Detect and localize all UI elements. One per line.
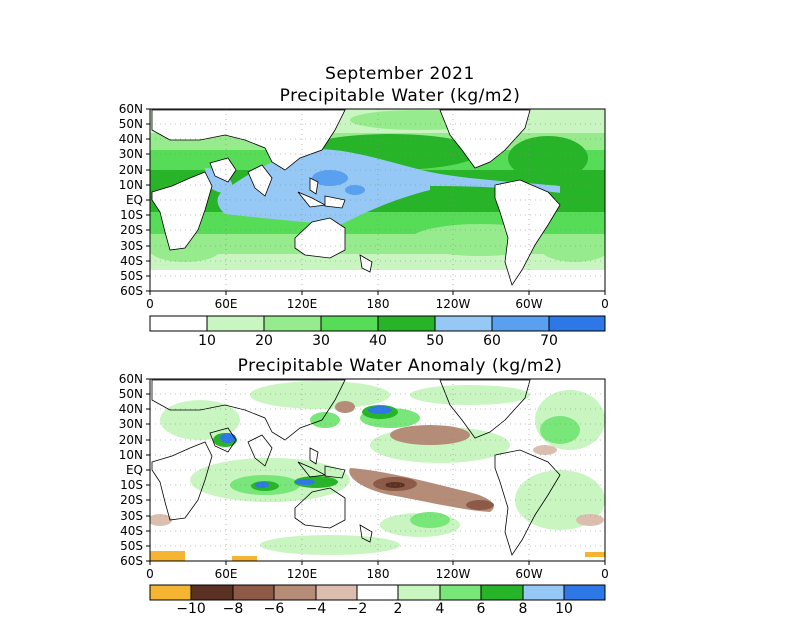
figure-title: September 2021 <box>325 64 475 84</box>
lat-label: 40N <box>118 402 143 416</box>
colorbar-label: −4 <box>305 601 327 617</box>
colorbar-label: 50 <box>426 333 444 349</box>
colorbar-label: 20 <box>255 333 273 349</box>
lat-label: 50N <box>118 117 143 131</box>
colorbar-label: 4 <box>435 601 445 617</box>
colorbar-label: −6 <box>263 601 285 617</box>
lat-label: 10N <box>118 448 143 462</box>
colorbar-label: 6 <box>476 601 486 617</box>
lat-label: 20N <box>118 163 143 177</box>
lat-label: 60S <box>120 284 143 298</box>
lon-label: 120W <box>435 297 471 311</box>
colorbar-label: 60 <box>483 333 501 349</box>
lon-label: 0 <box>601 297 609 311</box>
colorbar-label: −2 <box>346 601 368 617</box>
lat-label: 60N <box>118 372 143 386</box>
lon-label: 0 <box>146 567 154 581</box>
lat-label: 10S <box>120 478 143 492</box>
lat-label: 20S <box>120 223 143 237</box>
panel1-title: Precipitable Water (kg/m2) <box>279 86 521 106</box>
lat-label: 40S <box>120 254 143 268</box>
colorbar-label: 70 <box>540 333 558 349</box>
lon-label: 120E <box>286 567 318 581</box>
lat-label: 40S <box>120 524 143 538</box>
lat-label: 50S <box>120 539 143 553</box>
lat-label: 10N <box>118 178 143 192</box>
colorbar-label: −8 <box>222 601 244 617</box>
lat-label: 20S <box>120 493 143 507</box>
lon-label: 180 <box>366 297 390 311</box>
lat-label: EQ <box>125 193 143 207</box>
colorbar-label: 10 <box>198 333 216 349</box>
colorbar-label: 2 <box>393 601 403 617</box>
colorbar-anomaly <box>149 584 606 601</box>
lat-label: 30S <box>120 509 143 523</box>
lon-label: 120E <box>286 297 318 311</box>
lat-label: 40N <box>118 132 143 146</box>
lon-label: 120W <box>435 567 471 581</box>
lat-label: 60S <box>120 554 143 568</box>
lon-label: 60W <box>515 297 543 311</box>
lat-label: 50S <box>120 269 143 283</box>
lat-label: 30N <box>118 147 143 161</box>
precipitable-water-map <box>146 108 606 295</box>
precipitable-water-anomaly-map <box>146 378 606 565</box>
lat-label: EQ <box>125 463 143 477</box>
panel2-title: Precipitable Water Anomaly (kg/m2) <box>237 356 563 376</box>
lon-label: 60W <box>515 567 543 581</box>
lat-label: 20N <box>118 433 143 447</box>
colorbar-label: 30 <box>312 333 330 349</box>
colorbar-label: 40 <box>369 333 387 349</box>
lon-label: 0 <box>601 567 609 581</box>
lat-label: 10S <box>120 208 143 222</box>
lat-label: 60N <box>118 102 143 116</box>
colorbar-label: 10 <box>555 601 573 617</box>
lon-label: 180 <box>366 567 390 581</box>
lon-label: 60E <box>214 297 238 311</box>
lat-label: 50N <box>118 387 143 401</box>
colorbar-precipitable-water <box>149 315 606 332</box>
lat-label: 30S <box>120 239 143 253</box>
colorbar-label: 8 <box>518 601 528 617</box>
colorbar-label: −10 <box>176 601 206 617</box>
lat-label: 30N <box>118 417 143 431</box>
lon-label: 0 <box>146 297 154 311</box>
lon-label: 60E <box>214 567 238 581</box>
